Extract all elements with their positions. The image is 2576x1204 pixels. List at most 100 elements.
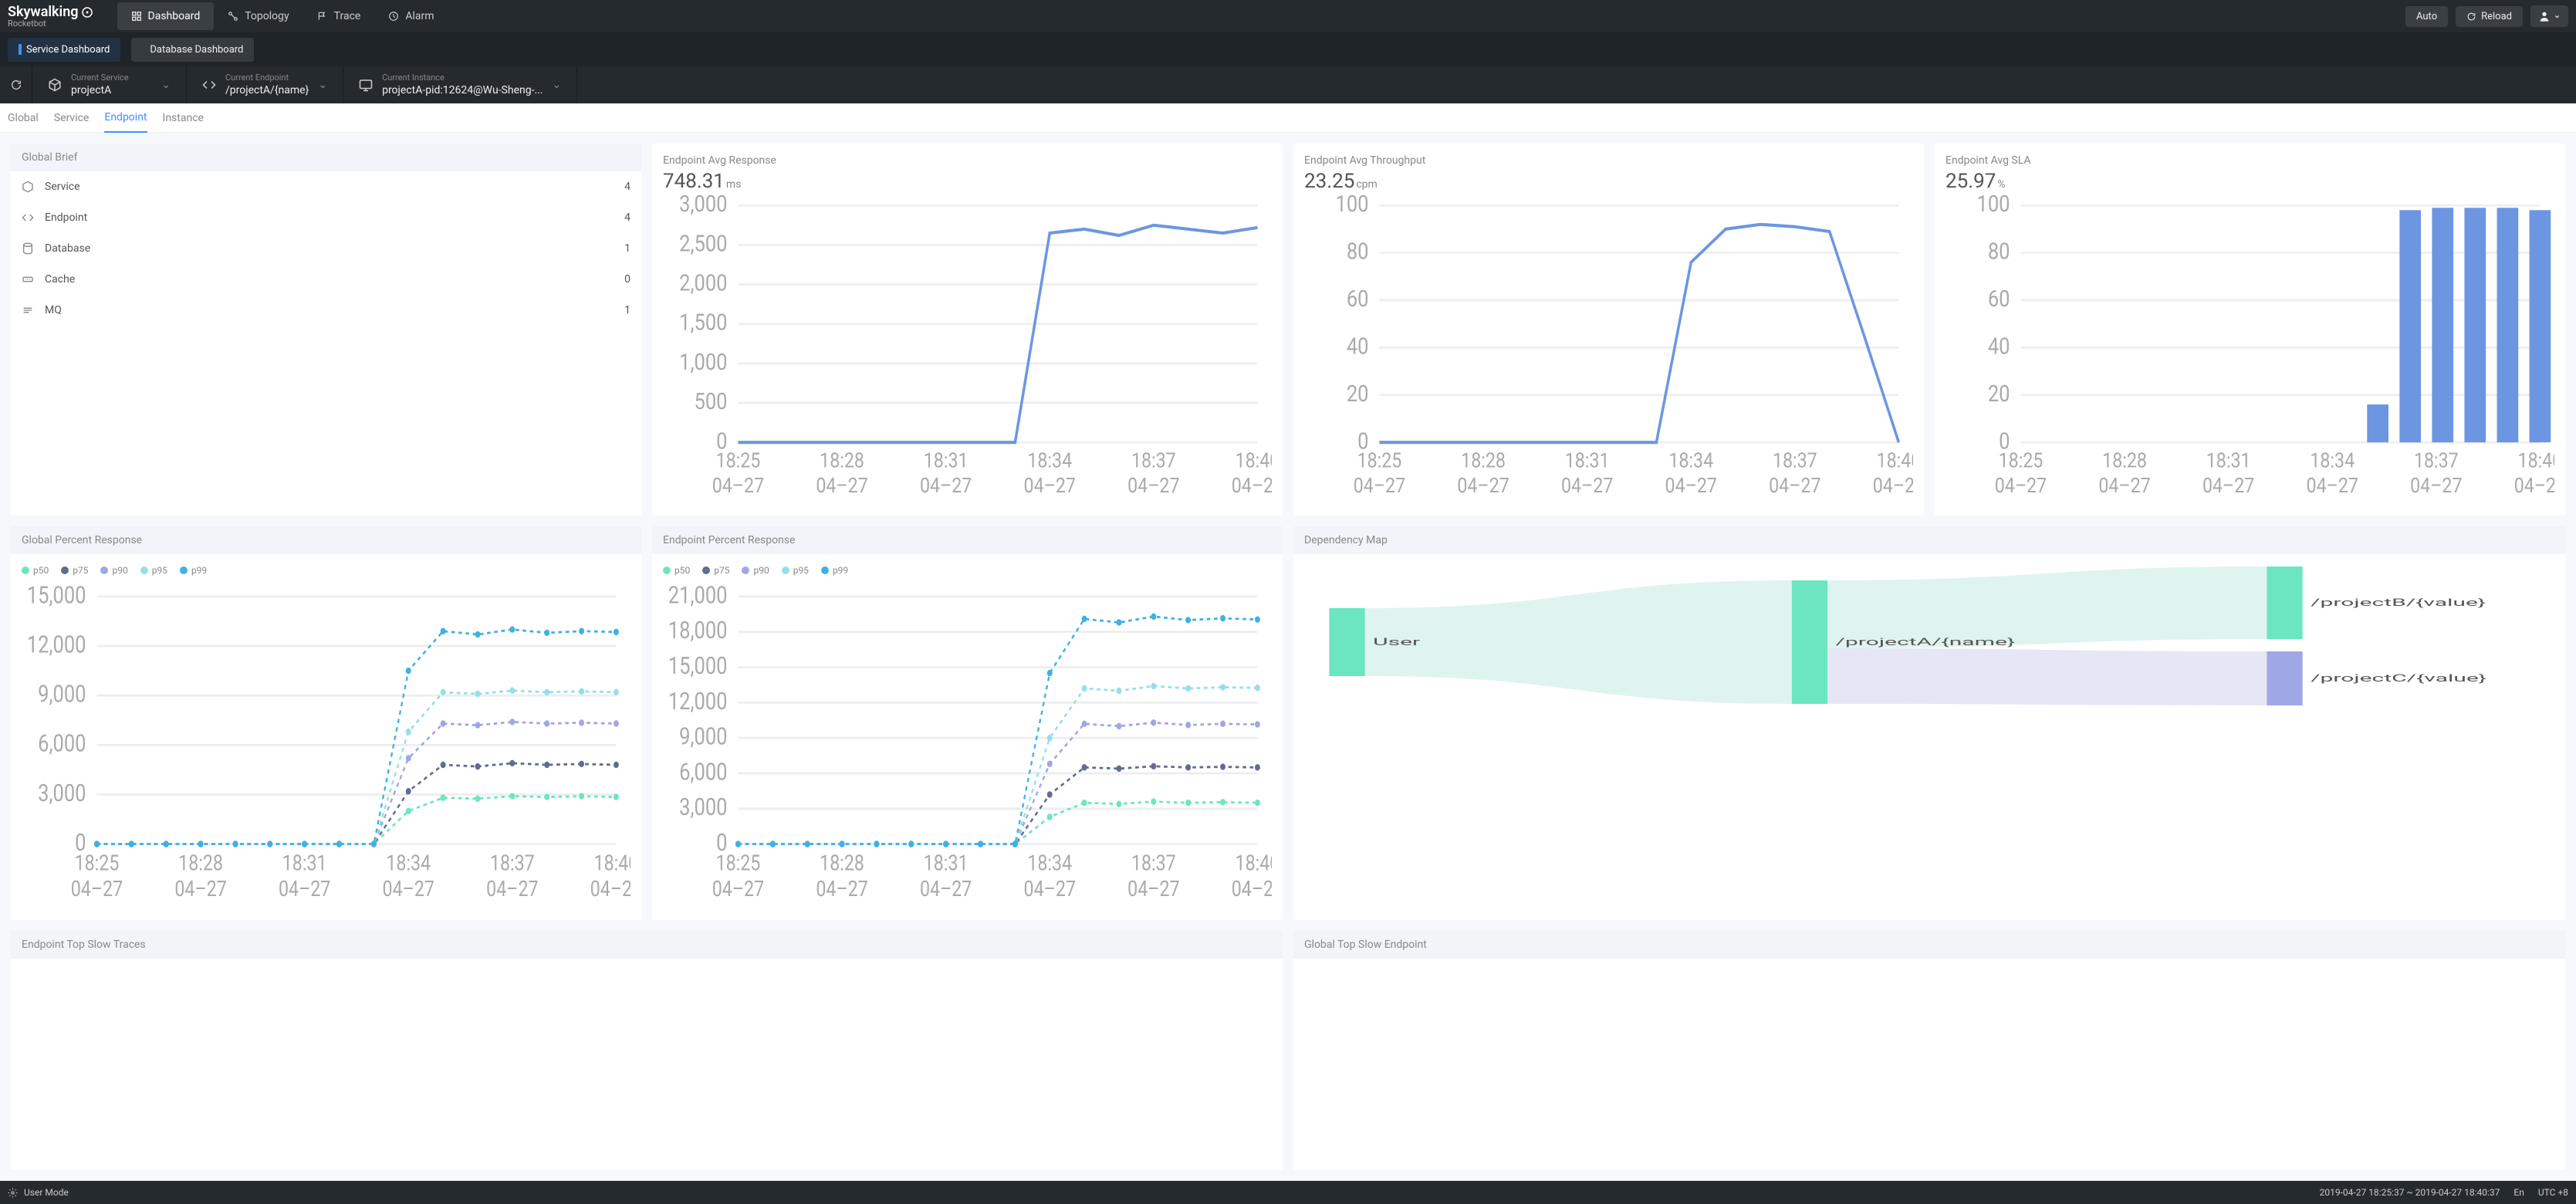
nav-alarm[interactable]: Alarm <box>374 2 448 30</box>
svg-text:18:25: 18:25 <box>1999 449 2044 473</box>
svg-text:6,000: 6,000 <box>38 729 86 757</box>
chevron-down-icon <box>2554 13 2561 20</box>
svg-text:3,000: 3,000 <box>679 793 727 821</box>
svg-text:18:25: 18:25 <box>716 449 761 473</box>
svg-text:80: 80 <box>1988 238 2010 265</box>
dependency-map: User/projectA/{name}/projectB/{value}/pr… <box>1304 565 2554 719</box>
chart: 05001,0001,5002,0002,5003,00018:2504–271… <box>663 193 1272 505</box>
svg-text:04–27: 04–27 <box>920 877 972 902</box>
svg-text:6,000: 6,000 <box>679 758 727 786</box>
logo: Skywalking Rocketbot <box>8 5 94 28</box>
svg-text:9,000: 9,000 <box>38 680 86 708</box>
svg-text:04–27: 04–27 <box>712 877 764 902</box>
user-icon <box>2538 10 2551 22</box>
lang-switch[interactable]: En <box>2513 1187 2524 1198</box>
chevron-down-icon: ⌄ <box>553 79 562 91</box>
mq-icon <box>22 304 34 316</box>
nav-trace[interactable]: Trace <box>303 2 375 30</box>
topology-icon <box>228 11 238 22</box>
svg-text:04–27: 04–27 <box>1127 474 1179 498</box>
nav-dashboard[interactable]: Dashboard <box>117 2 215 30</box>
service-icon <box>22 181 34 193</box>
svg-text:18:40: 18:40 <box>2518 449 2554 473</box>
svg-text:18:31: 18:31 <box>282 851 327 876</box>
trace-icon <box>317 11 328 22</box>
svg-text:20: 20 <box>1988 380 2010 407</box>
svg-text:12,000: 12,000 <box>668 687 728 715</box>
instance-selector[interactable]: Current Instance projectA-pid:12624@Wu-S… <box>343 66 577 103</box>
tab-global[interactable]: Global <box>8 104 39 132</box>
stat-panel: Endpoint Avg Response 748.31ms 05001,000… <box>652 144 1283 516</box>
panel-global-top-slow-endpoint: Global Top Slow Endpoint <box>1293 931 2565 1170</box>
svg-text:18:31: 18:31 <box>1565 449 1610 473</box>
global-brief-panel: Global Brief Service 4 Endpoint 4 Databa… <box>11 144 641 516</box>
svg-text:04–27: 04–27 <box>174 877 226 902</box>
tab-instance[interactable]: Instance <box>163 104 204 132</box>
alarm-icon <box>388 11 399 22</box>
svg-text:3,000: 3,000 <box>679 193 727 218</box>
service-selector[interactable]: Current Service projectA ⌄ <box>32 66 187 103</box>
svg-text:18:34: 18:34 <box>1668 449 1713 473</box>
svg-text:18:40: 18:40 <box>1877 449 1913 473</box>
svg-text:04–27: 04–27 <box>816 877 867 902</box>
chevron-down-icon: ⌄ <box>318 79 327 91</box>
user-mode-label[interactable]: User Mode <box>24 1187 69 1198</box>
brief-item-mq: MQ 1 <box>11 295 641 326</box>
svg-text:04–27: 04–27 <box>1995 474 2047 498</box>
svg-text:60: 60 <box>1347 285 1369 312</box>
subtab-service-dashboard[interactable]: Service Dashboard <box>8 38 120 62</box>
auto-button[interactable]: Auto <box>2405 6 2448 27</box>
svg-text:04–27: 04–27 <box>2514 474 2554 498</box>
svg-text:18:37: 18:37 <box>2414 449 2459 473</box>
svg-text:18:34: 18:34 <box>1027 851 1072 876</box>
svg-text:18:37: 18:37 <box>1131 851 1176 876</box>
nav: Dashboard Topology Trace Alarm <box>117 2 448 30</box>
global-percent-panel: Global Percent Response p50p75p90p95p99 … <box>11 526 641 920</box>
svg-text:User: User <box>1373 636 1420 648</box>
svg-text:20: 20 <box>1347 380 1369 407</box>
chart: 02040608010018:2504–2718:2804–2718:3104–… <box>1304 193 1913 505</box>
subtab-database-dashboard[interactable]: Database Dashboard <box>131 38 254 62</box>
tab-service[interactable]: Service <box>54 104 90 132</box>
svg-text:12,000: 12,000 <box>27 631 86 658</box>
svg-text:04–27: 04–27 <box>1561 474 1613 498</box>
reload-icon <box>2466 12 2476 22</box>
svg-text:18:28: 18:28 <box>820 851 864 876</box>
svg-text:2,000: 2,000 <box>679 269 727 296</box>
svg-text:04–27: 04–27 <box>2098 474 2150 498</box>
footer: User Mode 2019-04-27 18:25:37 ~ 2019-04-… <box>0 1181 2576 1204</box>
svg-text:100: 100 <box>1977 193 2010 218</box>
svg-text:15,000: 15,000 <box>27 583 86 609</box>
refresh-selectors-button[interactable] <box>0 66 32 103</box>
svg-text:/projectA/{name}: /projectA/{name} <box>1836 636 2016 648</box>
stat-panel: Endpoint Avg Throughput 23.25cpm 0204060… <box>1293 144 1924 516</box>
brief-item-database: Database 1 <box>11 233 641 264</box>
tab-endpoint[interactable]: Endpoint <box>104 103 147 133</box>
svg-text:04–27: 04–27 <box>1665 474 1717 498</box>
gear-icon <box>8 1188 18 1198</box>
panel-title: Global Brief <box>11 144 641 171</box>
svg-text:04–27: 04–27 <box>383 877 434 902</box>
nav-topology[interactable]: Topology <box>214 2 303 30</box>
endpoint-selector[interactable]: Current Endpoint /projectA/{name} ⌄ <box>187 66 343 103</box>
svg-text:04–27: 04–27 <box>1024 474 1076 498</box>
time-range[interactable]: 2019-04-27 18:25:37 ~ 2019-04-27 18:40:3… <box>2320 1187 2500 1198</box>
svg-text:04–27: 04–27 <box>1457 474 1509 498</box>
logo-text: Skywalking <box>8 5 79 19</box>
svg-text:18:28: 18:28 <box>1461 449 1506 473</box>
svg-text:18:34: 18:34 <box>2310 449 2355 473</box>
svg-text:04–27: 04–27 <box>1873 474 1913 498</box>
svg-text:18:25: 18:25 <box>75 851 120 876</box>
svg-text:18:31: 18:31 <box>2206 449 2251 473</box>
svg-text:/projectB/{value}: /projectB/{value} <box>2311 597 2486 608</box>
reload-button[interactable]: Reload <box>2456 6 2523 27</box>
svg-text:04–27: 04–27 <box>1354 474 1405 498</box>
user-menu[interactable] <box>2530 5 2568 27</box>
dependency-map-panel: Dependency Map User/projectA/{name}/proj… <box>1293 526 2565 920</box>
svg-text:04–27: 04–27 <box>71 877 123 902</box>
svg-text:04–27: 04–27 <box>1232 877 1272 902</box>
svg-text:18:28: 18:28 <box>2102 449 2147 473</box>
svg-text:18:31: 18:31 <box>924 851 969 876</box>
svg-text:18:37: 18:37 <box>1773 449 1817 473</box>
svg-text:18:34: 18:34 <box>1027 449 1072 473</box>
